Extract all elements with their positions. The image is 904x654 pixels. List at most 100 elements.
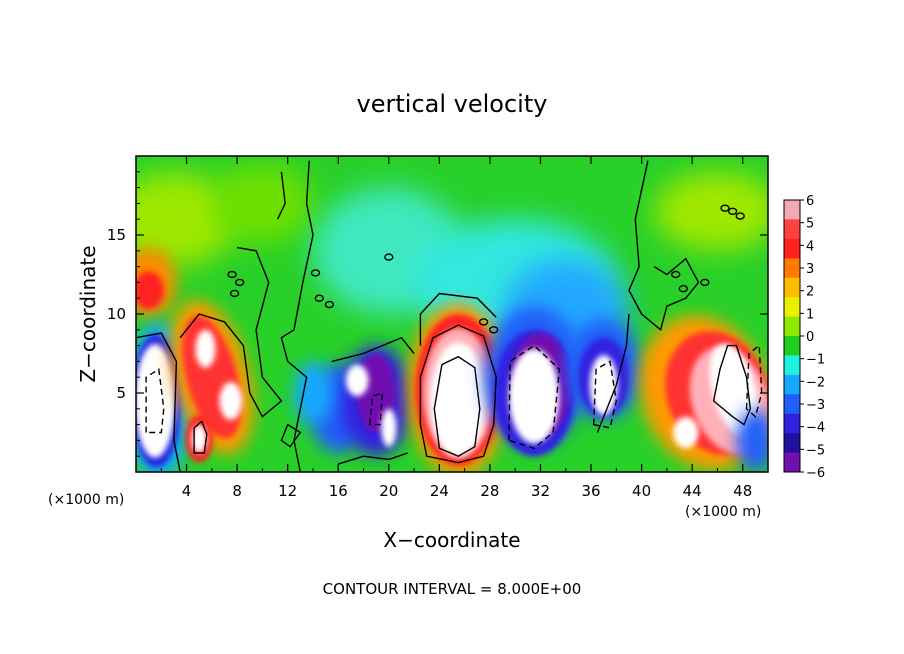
colorbar-label: 6 xyxy=(806,194,814,209)
colorbar-label: 2 xyxy=(806,285,814,300)
field-blob xyxy=(508,348,560,444)
contour-island xyxy=(478,318,489,326)
field-blob xyxy=(430,342,487,457)
contour-negative xyxy=(145,368,165,434)
x-unit-left: (×1000 m) xyxy=(48,492,124,508)
colorbar-label: −6 xyxy=(806,466,825,481)
colorbar-swatch xyxy=(784,433,800,454)
contour-island xyxy=(720,204,730,212)
contour-island xyxy=(700,278,710,287)
x-tick-label: 28 xyxy=(480,482,499,500)
colorbar-label: −5 xyxy=(806,443,825,458)
colorbar-swatch xyxy=(784,219,800,240)
colorbar-swatch xyxy=(784,394,800,415)
colorbar-label: −1 xyxy=(806,353,825,368)
contour-positive xyxy=(712,344,752,426)
x-tick-label: 24 xyxy=(430,482,449,500)
x-axis-label: X−coordinate xyxy=(383,528,520,552)
field-blob xyxy=(195,329,216,368)
x-unit-right: (×1000 m) xyxy=(685,504,761,520)
y-tick-label: 5 xyxy=(116,384,126,402)
contour-positive xyxy=(433,355,481,457)
colorbar: 6 5 4 3 2 1 0 −1 −2 −3 −4 −5 −6 xyxy=(783,194,825,481)
x-axis: 4 8 12 16 20 24 28 32 36 40 44 48 xyxy=(160,156,752,500)
contour-negative xyxy=(369,392,384,426)
x-tick-label: 16 xyxy=(329,482,348,500)
field-blob xyxy=(654,171,768,251)
colorbar-swatch xyxy=(784,297,800,318)
contour-positive xyxy=(276,171,286,220)
x-tick-label: 32 xyxy=(531,482,550,500)
x-tick-label: 12 xyxy=(278,482,297,500)
colorbar-label: −4 xyxy=(806,421,825,436)
field-blob xyxy=(294,361,332,425)
field-blob xyxy=(136,171,238,267)
x-tick-label: 36 xyxy=(581,482,600,500)
field-blob xyxy=(219,381,243,420)
contour-positive xyxy=(280,423,302,448)
contour-island xyxy=(489,326,499,334)
contour-positive xyxy=(136,332,181,472)
contour-lines xyxy=(136,160,763,472)
field-blob xyxy=(709,343,758,436)
field-blob xyxy=(345,364,369,397)
colorbar-label: 3 xyxy=(806,262,814,277)
colorbar-swatch xyxy=(784,336,800,356)
x-tick-label: 20 xyxy=(379,482,398,500)
contour-island xyxy=(310,269,321,277)
contour-positive xyxy=(280,160,314,472)
contour-positive xyxy=(337,452,409,465)
field-blob xyxy=(673,416,699,449)
field-blob xyxy=(136,271,164,310)
contour-negative xyxy=(508,344,561,450)
x-tick-label: 44 xyxy=(683,482,702,500)
contour-island xyxy=(727,207,738,216)
field-blob xyxy=(191,424,207,454)
colorbar-swatch xyxy=(784,277,800,298)
contour-island xyxy=(678,285,689,293)
field-blob xyxy=(211,163,313,243)
x-tick-label: 48 xyxy=(733,482,752,500)
colorbar-swatch xyxy=(784,258,800,279)
colorbar-swatch xyxy=(784,238,800,259)
velocity-field xyxy=(136,156,768,472)
x-tick-label: 4 xyxy=(182,482,192,500)
colorbar-label: −2 xyxy=(806,375,825,390)
x-tick-label: 8 xyxy=(232,482,242,500)
contour-positive xyxy=(331,336,415,363)
colorbar-swatch xyxy=(784,355,800,376)
colorbar-swatch xyxy=(784,200,800,220)
colorbar-label: 0 xyxy=(806,330,814,345)
contour-negative xyxy=(745,344,763,418)
contour-island xyxy=(234,278,245,287)
contour-island xyxy=(324,300,335,309)
colorbar-swatch xyxy=(784,316,800,337)
colorbar-label: 1 xyxy=(806,307,814,322)
contour-positive xyxy=(193,420,208,454)
colorbar-label: 4 xyxy=(806,239,814,254)
y-axis: 5 10 15 xyxy=(107,171,768,457)
contour-island xyxy=(227,270,237,279)
x-tick-label: 40 xyxy=(632,482,651,500)
y-axis-label: Z−coordinate xyxy=(76,245,100,382)
contour-positive xyxy=(596,313,630,433)
y-tick-label: 15 xyxy=(107,226,126,244)
contour-interval-note: CONTOUR INTERVAL = 8.000E+00 xyxy=(323,580,582,598)
contour-positive xyxy=(628,160,700,332)
contour-island xyxy=(314,294,324,302)
contour-positive xyxy=(419,292,497,346)
contour-island xyxy=(671,270,681,279)
field-blob xyxy=(136,344,176,458)
contour-island xyxy=(735,212,745,220)
colorbar-label: 5 xyxy=(806,217,814,232)
chart-title: vertical velocity xyxy=(357,90,548,118)
colorbar-swatch xyxy=(784,452,800,473)
contour-island xyxy=(384,253,394,261)
y-tick-label: 10 xyxy=(107,305,126,323)
contour-positive xyxy=(179,246,283,418)
contour-negative xyxy=(592,360,618,429)
colorbar-label: −3 xyxy=(806,398,825,413)
colorbar-swatch xyxy=(784,413,800,434)
colorbar-swatch xyxy=(784,374,800,395)
